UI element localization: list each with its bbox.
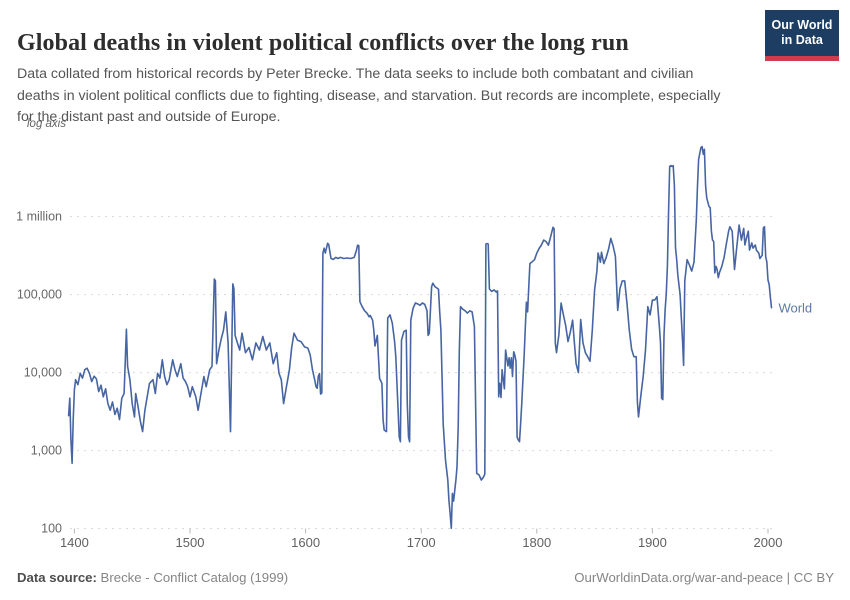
y-axis-label-100,000: 100,000 [17,288,62,302]
x-axis-label-1700: 1700 [407,535,436,550]
credit-link[interactable]: OurWorldinData.org/war-and-peace | CC BY [574,570,834,585]
y-axis-label-100: 100 [41,522,62,536]
x-axis-label-2000: 2000 [754,535,783,550]
data-source-value: Brecke - Conflict Catalog (1999) [96,570,289,585]
y-axis-label-1,000: 1,000 [31,444,62,458]
owid-logo[interactable]: Our World in Data [765,10,839,61]
x-axis-label-1900: 1900 [638,535,667,550]
series-line-world [67,145,773,530]
chart-canvas[interactable]: 100 1,000 10,000 100,000 1 million 1400 1500 16… [0,0,850,562]
x-axis-label-1400: 1400 [60,535,89,550]
x-axis-label-1600: 1600 [291,535,320,550]
x-axis-label-1800: 1800 [522,535,551,550]
data-source-label: Data source: [17,570,97,585]
series-label-world[interactable]: World [778,301,812,316]
data-source-note: Data source: Brecke - Conflict Catalog (… [17,570,288,585]
page-title: Global deaths in violent political confl… [17,30,629,57]
y-axis-label-1 million: 1 million [16,210,62,224]
log-axis-label: log axis [27,118,66,130]
x-axis-label-1500: 1500 [176,535,205,550]
y-axis-label-10,000: 10,000 [24,366,62,380]
owid-logo-text: Our World in Data [771,18,833,47]
chart-subtitle: Data collated from historical records by… [17,66,721,126]
